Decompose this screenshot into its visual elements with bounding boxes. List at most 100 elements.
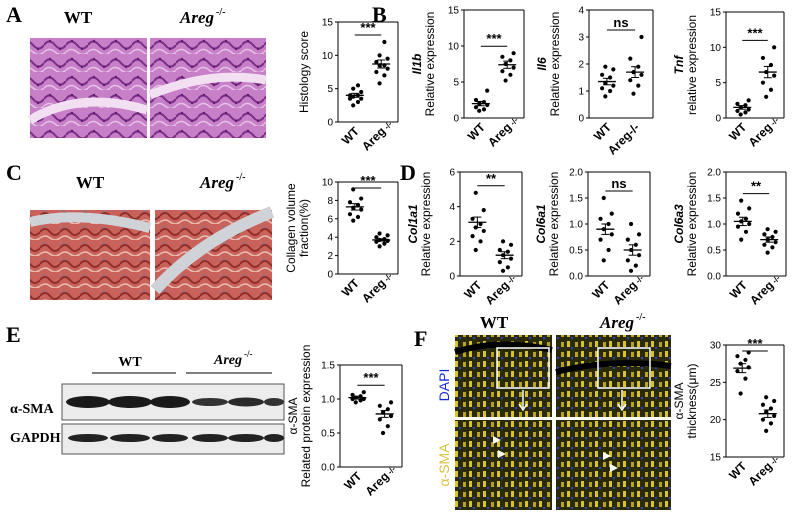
data-point — [735, 211, 741, 216]
data-point — [746, 107, 751, 112]
x-category-superscript: -/- — [382, 119, 394, 131]
data-point — [636, 83, 641, 88]
x-category-superscript: -/- — [769, 115, 781, 127]
data-point — [636, 253, 642, 258]
y-axis-label: Relative expression — [423, 12, 437, 117]
data-point — [355, 83, 361, 88]
x-category-superscript: -/- — [386, 464, 398, 476]
data-point — [636, 232, 642, 237]
y-tick-label: 2 — [578, 60, 584, 71]
y-axis-label-top: Il6 — [535, 57, 549, 71]
data-point — [603, 64, 608, 69]
y-tick-label: 4 — [578, 6, 584, 17]
significance-label: *** — [363, 370, 379, 385]
side-label-dapi: DAPI — [436, 369, 452, 402]
y-axis-label: fraction(%) — [297, 199, 311, 257]
data-point — [481, 208, 486, 213]
data-point — [351, 218, 356, 223]
significance-label: ns — [611, 176, 626, 191]
y-tick-label: 10 — [322, 51, 334, 62]
band-asma-areg-1 — [192, 398, 228, 406]
zoom-box-areg — [597, 347, 651, 389]
y-axis-label: Relative expression — [419, 172, 433, 277]
data-point — [760, 417, 766, 422]
zoom-box-wt — [496, 347, 550, 389]
y-tick-label: 0.5 — [707, 246, 721, 257]
data-point — [385, 233, 390, 238]
data-point — [772, 45, 777, 50]
group-label-areg: Areg — [179, 8, 215, 27]
data-point — [508, 242, 514, 247]
data-point — [500, 239, 506, 244]
y-tick-label: 5 — [327, 84, 333, 95]
y-tick-label: 0.5 — [321, 429, 335, 440]
significance-label: *** — [360, 173, 376, 188]
data-point — [743, 357, 748, 363]
data-point — [611, 67, 616, 72]
y-tick-label: 4 — [327, 233, 333, 244]
data-point — [768, 87, 774, 92]
data-point — [477, 108, 482, 113]
x-category-label: WT — [591, 120, 615, 144]
y-tick-label: 15 — [710, 8, 722, 19]
group-label-wt: WT — [480, 313, 509, 332]
data-point — [747, 221, 752, 227]
group-label-areg: Areg — [599, 313, 635, 332]
triangle-marker-wt-2 — [498, 450, 506, 458]
data-point — [485, 88, 490, 93]
x-category-label: Areg — [359, 124, 388, 153]
data-point — [377, 403, 382, 408]
panel-letter: E — [6, 322, 21, 347]
x-category-superscript: -/- — [770, 273, 782, 285]
data-point — [388, 400, 394, 405]
data-point — [377, 244, 382, 249]
data-point — [762, 242, 767, 247]
panel-letter: C — [6, 160, 22, 185]
data-point — [608, 75, 613, 80]
panel-letter: F — [414, 326, 427, 351]
significance-label: *** — [747, 25, 763, 40]
data-point — [639, 72, 644, 77]
data-point — [355, 214, 361, 220]
triangle-marker-areg-2 — [610, 464, 618, 472]
y-tick-label: 5 — [715, 78, 721, 89]
data-point — [762, 232, 767, 237]
y-tick-label: 0 — [327, 118, 333, 129]
x-category-label: Areg — [611, 278, 640, 307]
x-category-superscript: -/- — [506, 273, 518, 285]
x-category-superscript: -/- — [508, 115, 520, 127]
group-label-wt: WT — [64, 8, 93, 27]
y-axis-label: relative expression — [685, 15, 699, 115]
x-category-superscript: -/- — [769, 454, 781, 466]
data-point — [361, 390, 366, 395]
data-point — [772, 413, 777, 419]
significance-label: ** — [486, 171, 497, 186]
y-axis-label: α-SMA — [672, 383, 686, 420]
y-tick-label: 0.0 — [321, 463, 335, 474]
panel-letter: B — [372, 2, 387, 27]
x-category-label: Areg — [359, 276, 388, 305]
significance-label: *** — [747, 336, 763, 351]
group-label-superscript: -/- — [636, 312, 645, 323]
y-tick-label: 1.0 — [569, 220, 583, 231]
data-point — [508, 72, 513, 77]
data-point — [770, 245, 775, 250]
y-tick-label: 2.0 — [569, 168, 583, 179]
masson-lumen-wt — [28, 212, 152, 233]
data-point — [773, 229, 778, 234]
data-point — [385, 424, 390, 429]
group-label-wt: WT — [118, 355, 142, 370]
band-asma-wt-3 — [150, 396, 190, 408]
y-tick-label: 6 — [327, 214, 333, 225]
data-point — [377, 417, 382, 422]
y-axis-label-top: Col1a1 — [406, 204, 420, 244]
data-point — [746, 365, 751, 370]
data-point — [764, 428, 769, 433]
y-tick-label: 0 — [327, 270, 333, 281]
y-axis-label: Relative expression — [548, 12, 562, 117]
data-point — [351, 187, 356, 192]
data-point — [738, 112, 743, 117]
